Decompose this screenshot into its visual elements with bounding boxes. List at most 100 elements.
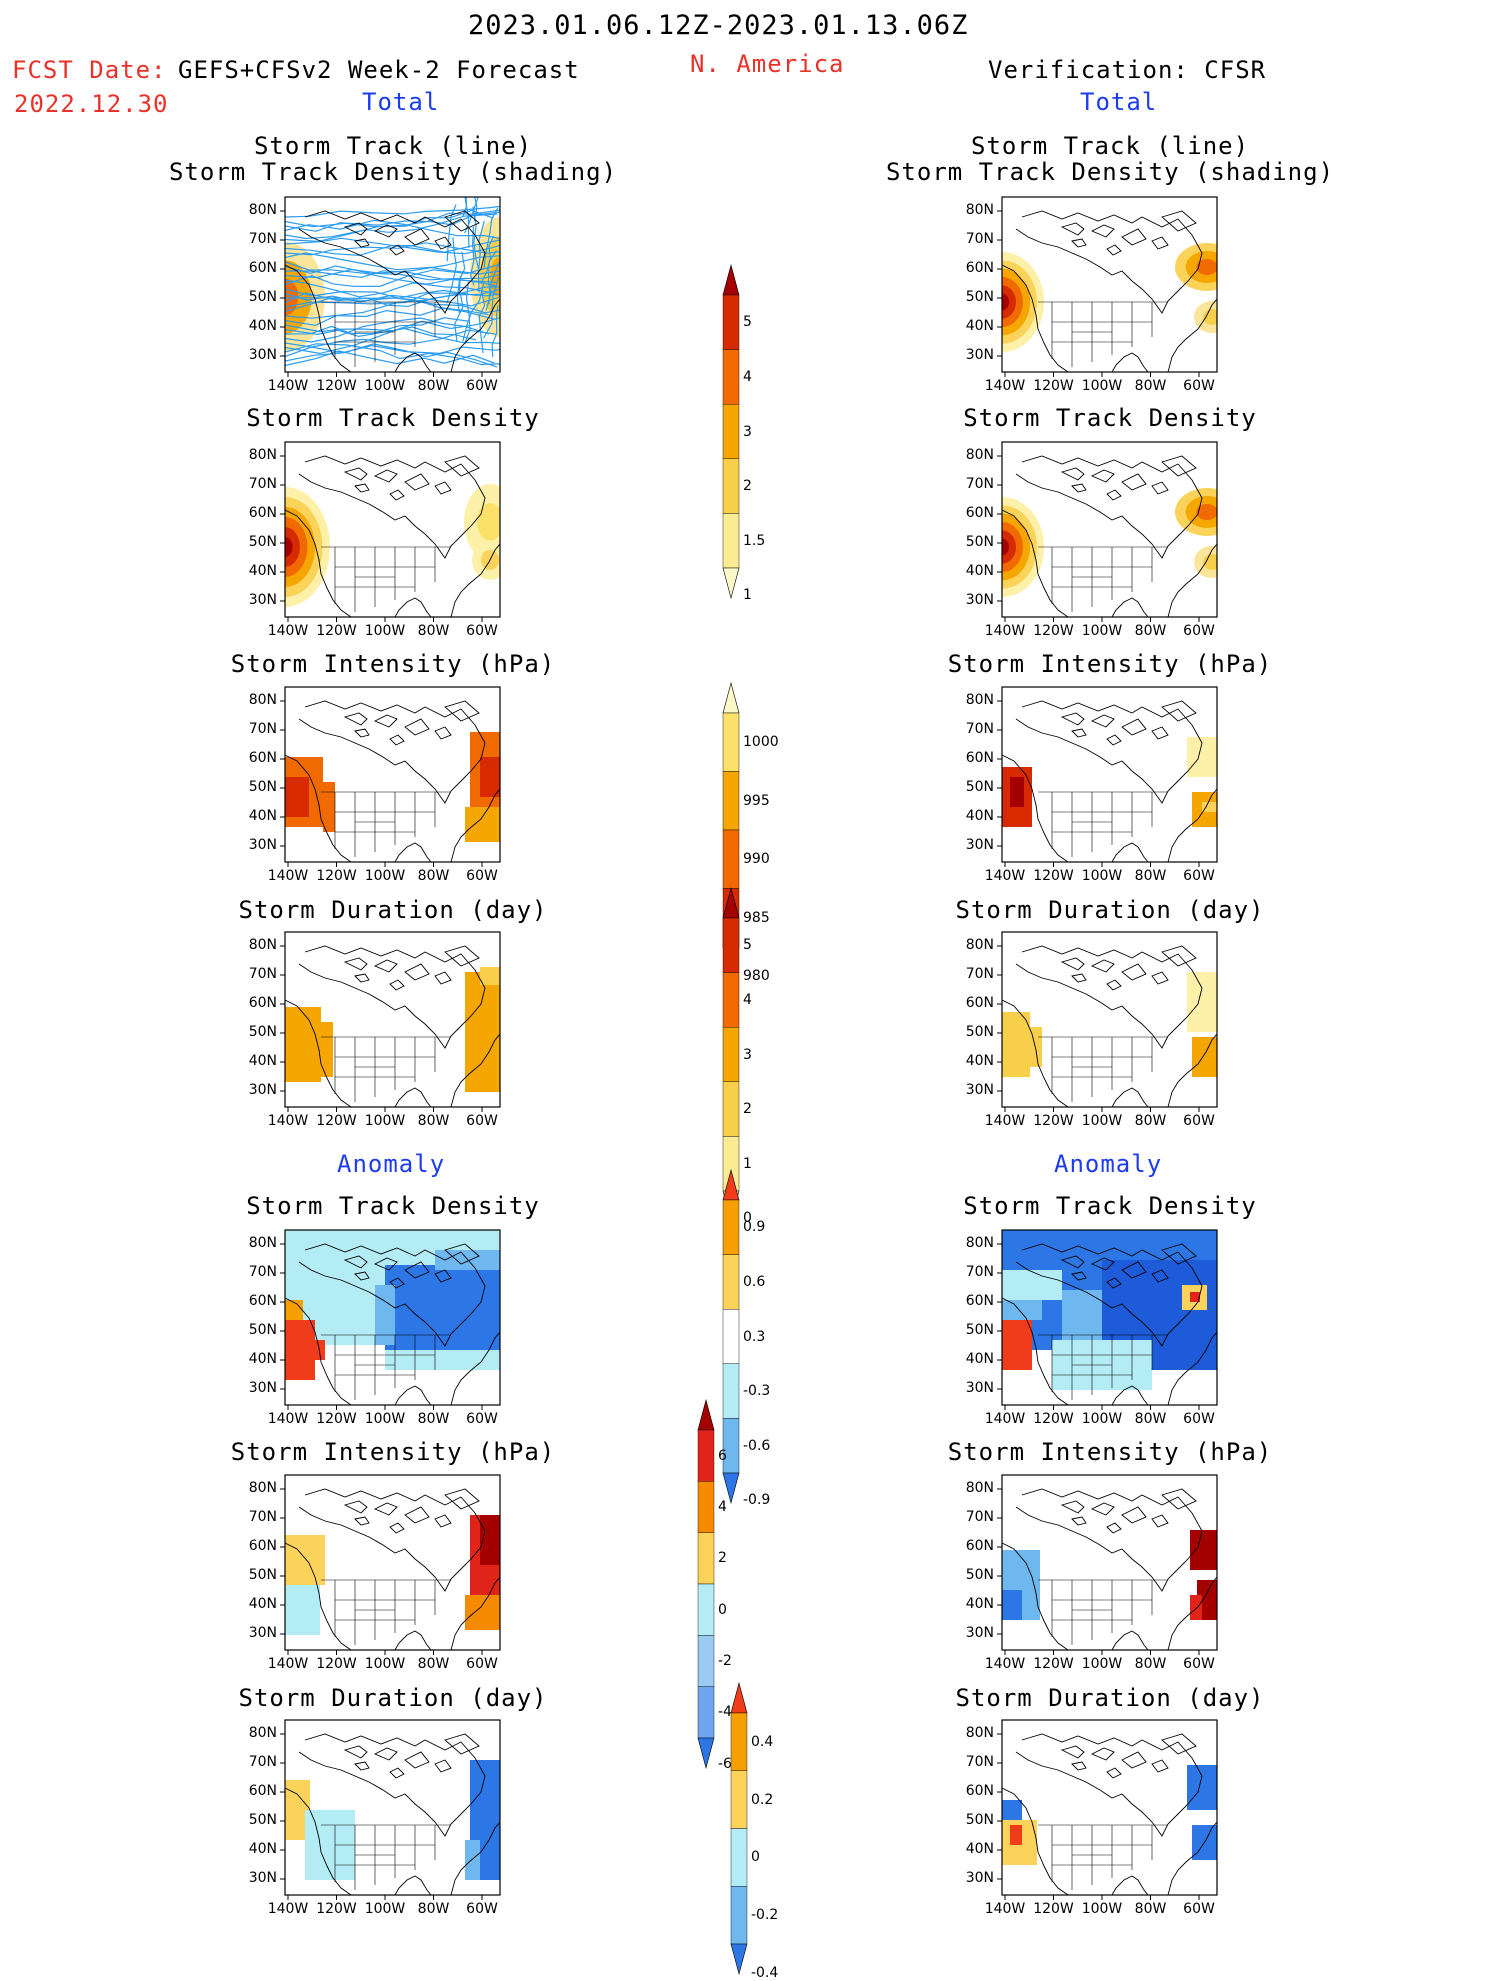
colorbar-segment bbox=[723, 295, 739, 350]
lon-label: 60W bbox=[460, 868, 504, 884]
colorbar-label: 0 bbox=[751, 1849, 760, 1865]
map-duration-left bbox=[285, 932, 500, 1107]
colorbar-extend-top bbox=[723, 683, 739, 713]
lat-label: 80N bbox=[247, 1725, 277, 1741]
lat-label: 60N bbox=[964, 1538, 994, 1554]
title-intensity-left: Storm Intensity (hPa) bbox=[153, 650, 633, 678]
lon-label: 120W bbox=[1032, 1901, 1076, 1917]
lat-label: 70N bbox=[247, 476, 277, 492]
lon-label: 140W bbox=[983, 1656, 1027, 1672]
lon-label: 100W bbox=[363, 378, 407, 394]
map-field bbox=[285, 932, 500, 1107]
map-anom-density-left bbox=[285, 1230, 500, 1405]
title-anom-density-right: Storm Track Density bbox=[870, 1192, 1350, 1220]
map-anom-intensity-left bbox=[285, 1475, 500, 1650]
map-anom-intensity-right bbox=[1002, 1475, 1217, 1650]
lat-label: 50N bbox=[247, 779, 277, 795]
lon-label: 60W bbox=[1177, 623, 1221, 639]
lat-label: 70N bbox=[247, 231, 277, 247]
map-field bbox=[1002, 1720, 1217, 1895]
colorbar-label: 4 bbox=[718, 1499, 727, 1515]
colorbar-segment bbox=[698, 1635, 714, 1686]
lat-label: 70N bbox=[964, 1264, 994, 1280]
lat-label: 60N bbox=[964, 750, 994, 766]
lon-label: 80W bbox=[1129, 1656, 1173, 1672]
colorbar-density_total bbox=[722, 265, 740, 598]
map-intensity-left bbox=[285, 687, 500, 862]
map-density-right bbox=[1002, 442, 1217, 617]
title-anom-intensity-right: Storm Intensity (hPa) bbox=[870, 1438, 1350, 1466]
colorbar-label: 0.9 bbox=[743, 1219, 765, 1235]
lat-label: 30N bbox=[247, 592, 277, 608]
colorbar-segment bbox=[723, 1309, 739, 1364]
section-anomaly-right: Anomaly bbox=[1054, 1150, 1162, 1178]
colorbar-label: 6 bbox=[718, 1448, 727, 1464]
colorbar-segment bbox=[698, 1584, 714, 1635]
colorbar-segment bbox=[698, 1533, 714, 1584]
fcst-model-label: GEFS+CFSv2 Week-2 Forecast bbox=[178, 56, 580, 84]
lat-label: 50N bbox=[247, 289, 277, 305]
lon-label: 120W bbox=[1032, 1411, 1076, 1427]
lat-label: 80N bbox=[964, 1480, 994, 1496]
lat-label: 80N bbox=[247, 202, 277, 218]
title-intensity-right: Storm Intensity (hPa) bbox=[870, 650, 1350, 678]
lon-label: 140W bbox=[983, 868, 1027, 884]
lat-label: 80N bbox=[247, 692, 277, 708]
lon-label: 120W bbox=[315, 1656, 359, 1672]
fcst-date-value: 2022.12.30 bbox=[14, 90, 169, 118]
lon-label: 140W bbox=[266, 378, 310, 394]
lat-label: 50N bbox=[964, 1322, 994, 1338]
lon-label: 100W bbox=[363, 868, 407, 884]
section-anomaly-left: Anomaly bbox=[337, 1150, 445, 1178]
lat-label: 30N bbox=[964, 1625, 994, 1641]
verification-label: Verification: CFSR bbox=[988, 56, 1266, 84]
colorbar-segment bbox=[723, 830, 739, 889]
lat-label: 40N bbox=[247, 563, 277, 579]
lon-label: 80W bbox=[412, 623, 456, 639]
lon-label: 100W bbox=[1080, 623, 1124, 639]
colorbar-label: 980 bbox=[743, 968, 770, 984]
colorbar-label: 2 bbox=[718, 1550, 727, 1566]
colorbar-segment bbox=[723, 404, 739, 459]
lat-label: 70N bbox=[247, 721, 277, 737]
title-duration-left: Storm Duration (day) bbox=[153, 896, 633, 924]
lat-label: 40N bbox=[247, 808, 277, 824]
colorbar-segment bbox=[723, 1418, 739, 1473]
lon-label: 120W bbox=[1032, 868, 1076, 884]
title-track-line-right: Storm Track (line) bbox=[870, 132, 1350, 160]
map-anom-duration-left bbox=[285, 1720, 500, 1895]
lat-label: 50N bbox=[964, 1024, 994, 1040]
colorbar-label: -0.6 bbox=[743, 1438, 770, 1454]
map-anom-duration-right bbox=[1002, 1720, 1217, 1895]
colorbar-segment bbox=[698, 1481, 714, 1532]
map-track-left bbox=[285, 197, 500, 372]
colorbar-label: 5 bbox=[743, 937, 752, 953]
lat-label: 40N bbox=[964, 563, 994, 579]
colorbar-label: -0.3 bbox=[743, 1383, 770, 1399]
title-anom-duration-right: Storm Duration (day) bbox=[870, 1684, 1350, 1712]
lat-label: 30N bbox=[247, 1870, 277, 1886]
lat-label: 40N bbox=[247, 1841, 277, 1857]
lat-label: 60N bbox=[964, 505, 994, 521]
colorbar-segment bbox=[723, 459, 739, 514]
colorbar-label: 3 bbox=[743, 424, 752, 440]
lat-label: 70N bbox=[964, 476, 994, 492]
lon-label: 140W bbox=[983, 1113, 1027, 1129]
lat-label: 80N bbox=[247, 1235, 277, 1251]
lat-label: 70N bbox=[247, 1264, 277, 1280]
lon-label: 120W bbox=[315, 1113, 359, 1129]
colorbar-duration_anom bbox=[730, 1683, 748, 1974]
lon-label: 80W bbox=[412, 1411, 456, 1427]
colorbar-label: 4 bbox=[743, 992, 752, 1008]
lat-label: 30N bbox=[247, 1625, 277, 1641]
lon-label: 120W bbox=[1032, 378, 1076, 394]
colorbar-segment bbox=[723, 1255, 739, 1310]
lat-label: 40N bbox=[964, 318, 994, 334]
lon-label: 80W bbox=[1129, 378, 1173, 394]
lat-label: 30N bbox=[964, 347, 994, 363]
colorbar-label: 3 bbox=[743, 1047, 752, 1063]
lon-label: 140W bbox=[266, 623, 310, 639]
colorbar-label: 985 bbox=[743, 910, 770, 926]
lon-label: 100W bbox=[363, 1411, 407, 1427]
colorbar-segment bbox=[723, 918, 739, 973]
